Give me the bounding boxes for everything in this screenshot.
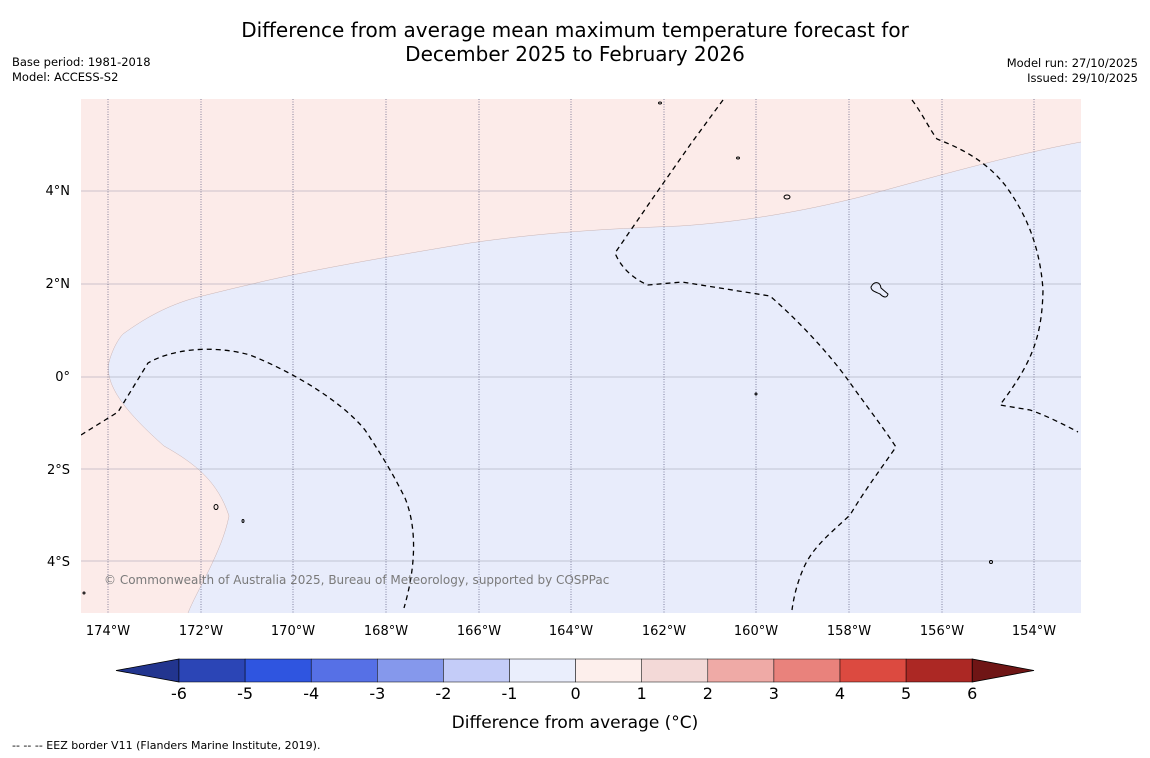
colorbar-segment [839, 658, 907, 683]
lon-label-160w: 160°W [734, 624, 778, 639]
colorbar-segment [575, 658, 642, 683]
eez-boundaries [81, 99, 1079, 611]
island [870, 282, 889, 298]
lon-label-166w: 166°W [457, 624, 501, 639]
title-line-2: December 2025 to February 2026 [405, 42, 745, 66]
colorbar-segment [641, 658, 709, 683]
meta-right: Model run: 27/10/2025 Issued: 29/10/2025 [1007, 56, 1138, 86]
colorbar-tick-label: 5 [901, 684, 911, 703]
colorbar [115, 658, 1035, 683]
lon-label-162w: 162°W [642, 624, 686, 639]
lat-label-4s: 4°S [47, 555, 70, 570]
colorbar-segment [773, 658, 841, 683]
islands [82, 101, 993, 595]
lat-label-0: 0° [55, 370, 70, 385]
model-run: Model run: 27/10/2025 [1006, 56, 1138, 70]
graticule [81, 99, 1081, 613]
region-boundary [108, 141, 1081, 613]
colorbar-segment [509, 658, 576, 683]
longitude-labels: 174°W 172°W 170°W 168°W 166°W 164°W 162°… [86, 624, 1056, 639]
lat-label-2n: 2°N [46, 277, 71, 292]
lon-label-174w: 174°W [86, 624, 130, 639]
colorbar-segment [244, 658, 312, 683]
lon-label-156w: 156°W [920, 624, 964, 639]
copyright-notice: © Commonwealth of Australia 2025, Bureau… [104, 573, 609, 587]
lon-label-172w: 172°W [179, 624, 223, 639]
lon-label-170w: 170°W [271, 624, 315, 639]
colorbar-tick-label: -4 [303, 684, 319, 703]
lon-label-168w: 168°W [364, 624, 408, 639]
colorbar-tick-label: -6 [171, 684, 187, 703]
island [754, 392, 758, 396]
colorbar-tick-label: 3 [769, 684, 779, 703]
eez-boundary-central [614, 99, 897, 611]
colorbar-segment [377, 658, 444, 683]
colorbar-label: Difference from average (°C) [452, 713, 699, 733]
latitude-labels: 4°N 2°N 0° 2°S 4°S [46, 184, 71, 570]
island [783, 194, 791, 200]
colorbar-extend-low [115, 658, 180, 683]
base-period: Base period: 1981-2018 [12, 55, 151, 69]
colorbar-tick-label: -2 [435, 684, 451, 703]
colorbar-extend-high [971, 658, 1035, 683]
colorbar-tick-label: -5 [237, 684, 253, 703]
colorbar-tick-label: 0 [571, 684, 581, 703]
island [658, 101, 662, 105]
issued-date: Issued: 29/10/2025 [1027, 71, 1138, 85]
island [989, 560, 993, 564]
colorbar-tick-label: -3 [369, 684, 385, 703]
lon-label-154w: 154°W [1012, 624, 1056, 639]
island [736, 156, 740, 160]
colorbar-segment [310, 658, 378, 683]
lon-label-158w: 158°W [827, 624, 871, 639]
colorbar-tick-label: 6 [967, 684, 977, 703]
island [82, 591, 86, 595]
colorbar-segment [178, 658, 246, 683]
colorbar-segment [905, 658, 973, 683]
colorbar-tick-label: 2 [703, 684, 713, 703]
cool-anomaly-region [108, 142, 1081, 613]
colorbar-ticks: -6 -5 -4 -3 -2 -1 0 1 2 3 4 5 6 [171, 684, 977, 703]
colorbar-segment [443, 658, 510, 683]
colorbar-tick-label: 1 [637, 684, 647, 703]
model-name: Model: ACCESS-S2 [12, 70, 119, 84]
eez-boundary-east [911, 99, 1079, 433]
eez-boundary-west [81, 348, 415, 609]
colorbar-tick-label: 4 [835, 684, 845, 703]
lon-label-164w: 164°W [549, 624, 593, 639]
meta-left: Base period: 1981-2018 Model: ACCESS-S2 [12, 55, 151, 85]
island [241, 519, 245, 523]
colorbar-tick-label: -1 [502, 684, 518, 703]
colorbar-segment [707, 658, 775, 683]
island [213, 504, 219, 510]
eez-footnote: -- -- -- EEZ border V11 (Flanders Marine… [12, 739, 321, 752]
title-line-1: Difference from average mean maximum tem… [241, 18, 909, 42]
map-panel: © Commonwealth of Australia 2025, Bureau… [81, 99, 1081, 613]
lat-label-2s: 2°S [47, 463, 70, 478]
lat-label-4n: 4°N [46, 184, 71, 199]
chart-title: Difference from average mean maximum tem… [0, 18, 1150, 66]
